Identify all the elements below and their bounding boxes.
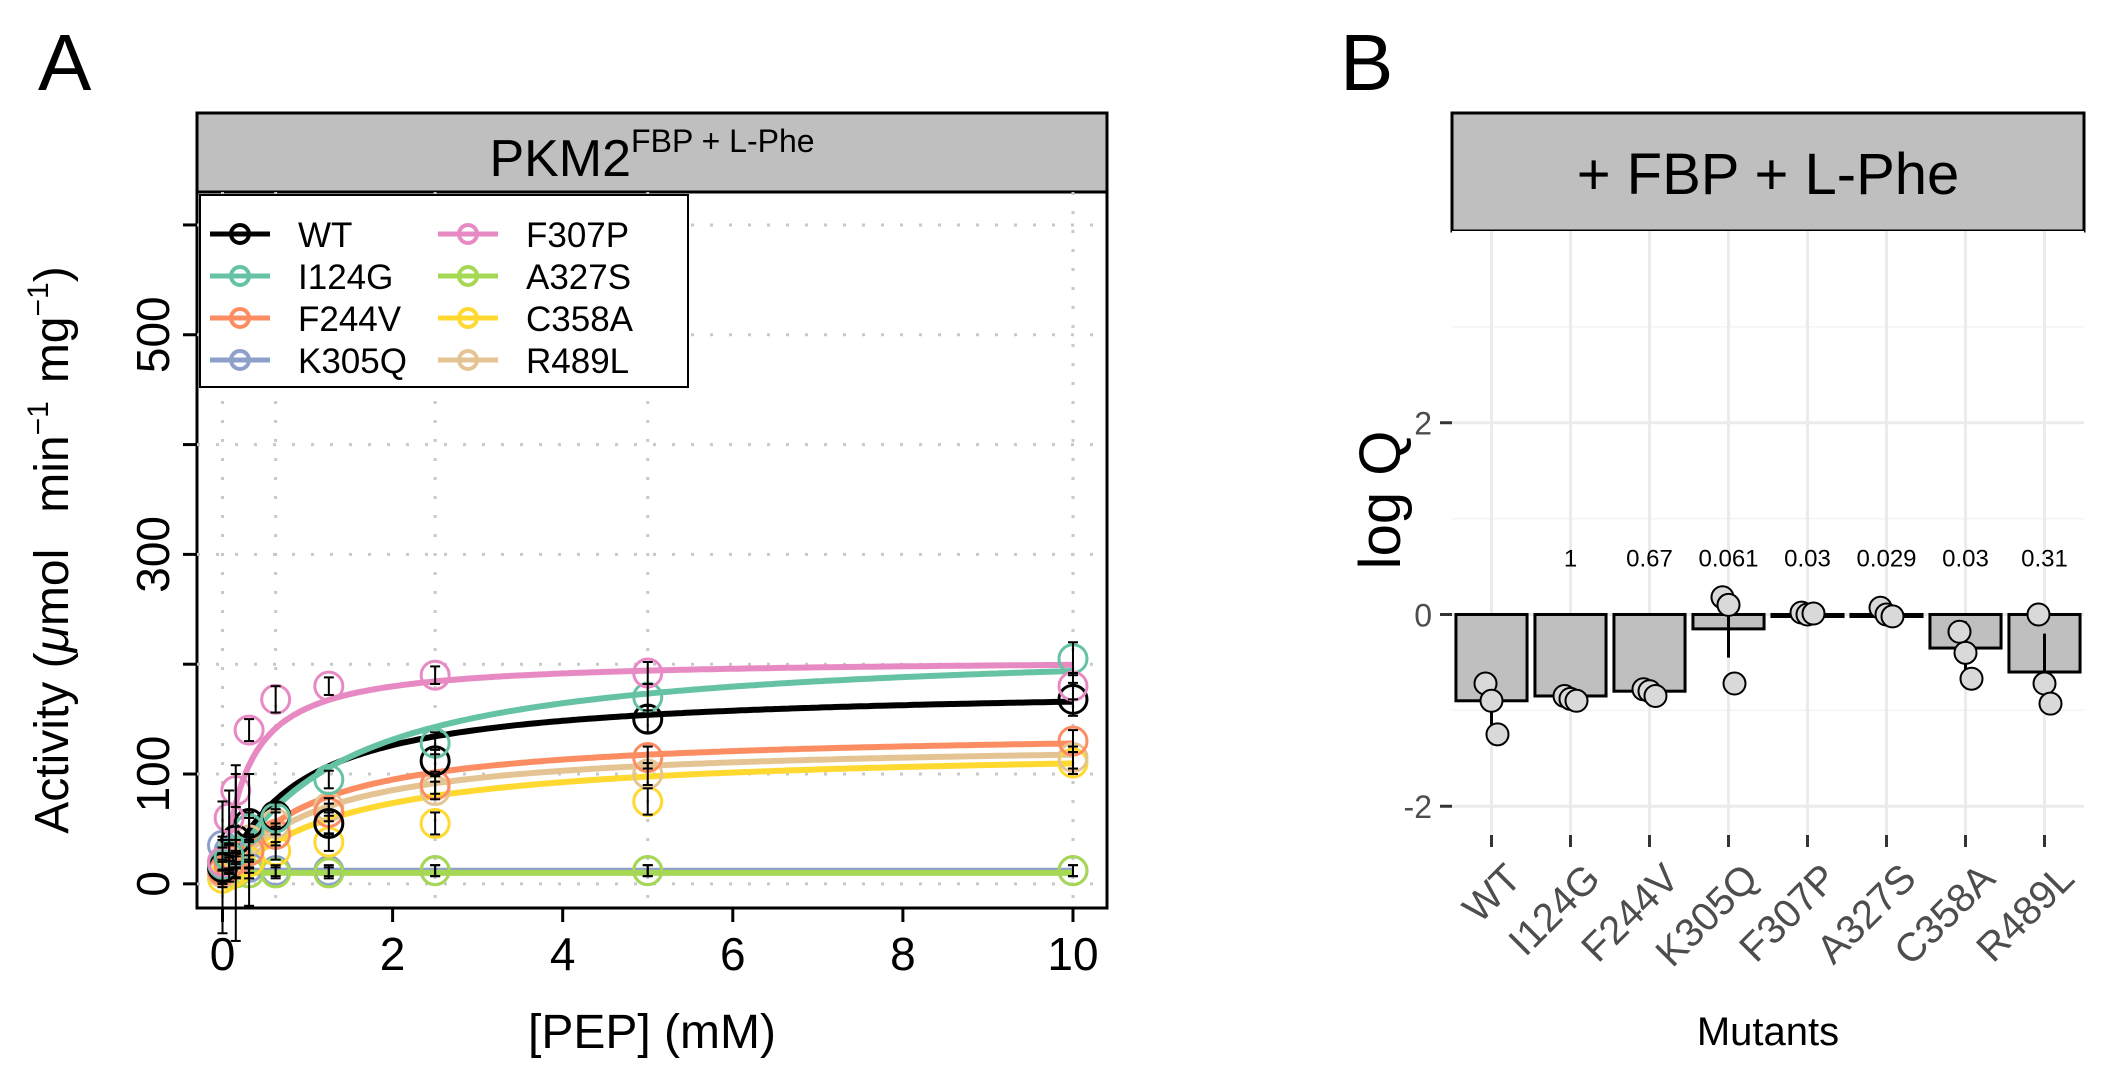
replicate-point-r489l xyxy=(2026,602,2051,627)
value-label-k305q: 0.061 xyxy=(1698,546,1758,573)
legend-box xyxy=(199,194,689,388)
value-label-c358a: 0.03 xyxy=(1942,546,1989,573)
panel-a-strip-main: PKM2 xyxy=(489,130,631,188)
panel-a-x-axis-label: [PEP] (mM) xyxy=(528,1006,776,1059)
replicate-point-f244v xyxy=(1643,683,1668,708)
legend-label-wt: WT xyxy=(298,216,352,255)
y-tick-label: 300 xyxy=(127,516,179,593)
data-point-a327s xyxy=(419,855,451,887)
replicate-point-c358a xyxy=(1953,640,1978,665)
y-tick-label: 100 xyxy=(127,736,179,813)
y-tick-label: 500 xyxy=(127,296,179,373)
replicate-point-r489l xyxy=(2038,691,2063,716)
data-point-f307p xyxy=(313,670,345,702)
replicate-point-c358a xyxy=(1959,666,1984,691)
replicate-point-r489l xyxy=(2032,671,2057,696)
value-label-i124g: 1 xyxy=(1564,546,1577,573)
legend-marker-f307p xyxy=(457,223,479,245)
value-label-r489l: 0.31 xyxy=(2021,546,2068,573)
panel-a-strip-background xyxy=(195,111,1109,194)
y-tick-label: 0 xyxy=(127,871,179,897)
panel-a-ylabel-mu: μ xyxy=(26,626,79,654)
legend-label-r489l: R489L xyxy=(526,342,629,381)
value-label-a327s: 0.029 xyxy=(1856,546,1916,573)
data-point-f307p xyxy=(233,714,265,746)
panel-a-strip: PKM2FBP + L-Phe xyxy=(195,111,1109,194)
y-tick-label: -2 xyxy=(1404,789,1432,825)
replicate-point-k305q xyxy=(1716,592,1741,617)
panel-a-ylabel-prefix: Activity ( xyxy=(26,652,79,833)
bar-i124g xyxy=(1533,612,1608,698)
panel-a-plot-frame xyxy=(195,190,1109,910)
data-point-a327s xyxy=(632,855,664,887)
legend-label-c358a: C358A xyxy=(526,300,634,339)
panel-b-x-axis-label: Mutants xyxy=(1697,1010,1839,1054)
data-point-a327s xyxy=(1057,855,1089,887)
y-tick-label: 0 xyxy=(1414,597,1432,633)
x-tick-label: 0 xyxy=(210,928,236,980)
x-tick-label: 2 xyxy=(380,928,406,980)
panel-a-y-axis-label: Activity (μmolmin−1mg−1) xyxy=(22,266,79,833)
x-tick-label: 4 xyxy=(550,928,576,980)
replicate-point-wt xyxy=(1485,722,1510,747)
data-point-a327s xyxy=(313,857,345,889)
data-point-c358a xyxy=(419,807,451,839)
legend-marker-i124g xyxy=(229,265,251,287)
y-tick-label: 2 xyxy=(1414,406,1432,442)
legend-label-a327s: A327S xyxy=(526,258,631,297)
legend-marker-c358a xyxy=(457,307,479,329)
replicate-point-c358a xyxy=(1947,619,1972,644)
legend-marker-a327s xyxy=(457,265,479,287)
panel-b-y-axis-label: log Q xyxy=(1348,431,1413,570)
legend-marker-f244v xyxy=(229,307,251,329)
panel-b-strip-background xyxy=(1450,111,2086,233)
legend-label-k305q: K305Q xyxy=(298,342,407,381)
replicate-point-wt xyxy=(1479,688,1504,713)
panel-a-ylabel-mg-exp: −1 xyxy=(22,282,55,316)
panel-b-letter: B xyxy=(1340,18,1393,107)
panel-a-ylabel-close: ) xyxy=(26,266,79,282)
legend-marker-k305q xyxy=(229,349,251,371)
replicate-point-i124g xyxy=(1564,688,1589,713)
x-tick-label: 6 xyxy=(720,928,746,980)
legend-label-i124g: I124G xyxy=(298,258,393,297)
panel-b-strip: + FBP + L-Phe xyxy=(1450,111,2086,233)
data-point-f307p xyxy=(419,659,451,691)
value-label-f244v: 0.67 xyxy=(1626,546,1673,573)
data-point-i124g xyxy=(313,764,345,796)
panel-a-strip-superscript: FBP + L-Phe xyxy=(631,123,815,159)
panel-a-ylabel-min: min xyxy=(26,435,79,512)
legend-label-f307p: F307P xyxy=(526,216,629,255)
panel-b-grid xyxy=(1452,231,2084,835)
replicate-point-a327s xyxy=(1880,604,1905,629)
replicate-point-k305q xyxy=(1722,671,1747,696)
panel-b-plot-background xyxy=(1452,231,2084,835)
value-label-f307p: 0.03 xyxy=(1784,546,1831,573)
legend-marker-r489l xyxy=(457,349,479,371)
panel-a-letter: A xyxy=(38,18,92,107)
replicate-point-f307p xyxy=(1801,601,1826,626)
bar-f244v xyxy=(1612,612,1687,693)
panel-b-bars: 1 0.67 0.061 0.03 0.029 0.03 0.31 xyxy=(1454,546,2082,747)
panel-a-points xyxy=(207,641,1089,942)
legend-label-f244v: F244V xyxy=(298,300,402,339)
panel-a-strip-title: PKM2FBP + L-Phe xyxy=(489,123,814,188)
legend-marker-wt xyxy=(229,223,251,245)
panel-a-ylabel-mol: mol xyxy=(26,549,79,626)
panel-b-strip-title: + FBP + L-Phe xyxy=(1577,142,1960,207)
x-tick-label: 8 xyxy=(890,928,916,980)
panel-a-ylabel-mg: mg xyxy=(26,316,79,383)
panel-a-ylabel-min-exp: −1 xyxy=(22,401,55,435)
x-tick-label: 10 xyxy=(1047,928,1098,980)
